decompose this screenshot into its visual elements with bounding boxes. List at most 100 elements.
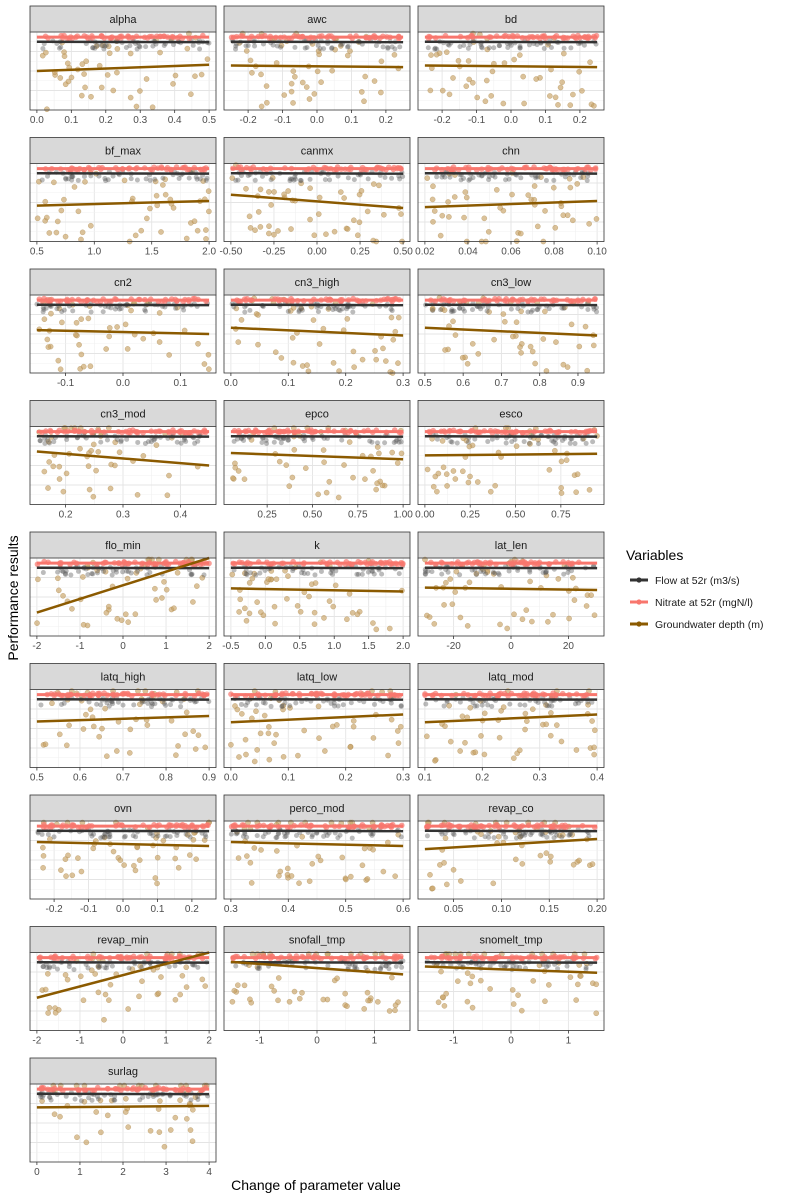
groundwater-point (254, 747, 261, 753)
groundwater-point (57, 366, 64, 373)
flow-point (121, 834, 127, 840)
flow-point (333, 306, 339, 312)
groundwater-point (166, 472, 172, 479)
groundwater-point (548, 710, 554, 716)
groundwater-point (322, 748, 328, 754)
groundwater-point (278, 355, 285, 361)
groundwater-point (370, 735, 377, 741)
flow-point (307, 176, 313, 182)
flow-point (89, 1097, 95, 1103)
groundwater-point (341, 462, 347, 468)
groundwater-trend-line (230, 193, 404, 210)
groundwater-point (464, 998, 471, 1005)
groundwater-point (370, 846, 376, 853)
groundwater-point (571, 597, 578, 603)
flow-point (451, 832, 457, 838)
groundwater-point (358, 188, 365, 194)
groundwater-point (273, 848, 280, 854)
panel-strip (29, 926, 217, 953)
groundwater-point (591, 744, 597, 751)
groundwater-point (136, 993, 142, 1000)
flow-point (289, 176, 295, 182)
x-tick-label: 0.1 (173, 378, 187, 389)
groundwater-point (543, 572, 550, 579)
groundwater-point (93, 43, 100, 49)
panel-border (417, 426, 605, 505)
groundwater-point (102, 991, 109, 998)
groundwater-point (439, 994, 446, 1001)
flow-point (518, 834, 524, 840)
flow-point (568, 45, 574, 51)
panel-border (223, 820, 411, 900)
groundwater-point (320, 447, 327, 453)
groundwater-point (172, 855, 179, 862)
groundwater-point (296, 995, 303, 1002)
flow-point (148, 700, 154, 706)
flow-point (583, 966, 589, 972)
groundwater-point (493, 186, 500, 193)
panel-title: k (314, 540, 320, 552)
flow-point (298, 305, 304, 311)
groundwater-point (522, 726, 528, 733)
flow-point (388, 306, 394, 312)
flow-point (195, 1094, 201, 1100)
groundwater-point (307, 185, 313, 192)
groundwater-point (127, 50, 134, 57)
x-tick-label: 0.6 (456, 378, 470, 389)
x-tick-label: 0.50 (303, 510, 323, 521)
groundwater-point (511, 611, 517, 618)
flow-point (204, 175, 210, 181)
groundwater-point (431, 620, 438, 627)
flow-point (434, 174, 440, 180)
x-tick-label: 0.1 (281, 378, 295, 389)
x-tick-label: 0.2 (59, 510, 73, 521)
groundwater-point (122, 611, 129, 618)
groundwater-point (189, 1106, 196, 1113)
groundwater-point (361, 1006, 368, 1012)
flow-point (256, 965, 262, 971)
flow-point (400, 173, 406, 179)
flow-point (535, 699, 541, 705)
groundwater-point (242, 570, 248, 577)
groundwater-point (133, 103, 140, 110)
groundwater-point (397, 723, 404, 730)
groundwater-point (304, 362, 310, 369)
flow-point (131, 702, 137, 708)
groundwater-point (546, 93, 553, 99)
x-tick-label: -0.2 (45, 904, 63, 915)
groundwater-point (104, 72, 111, 78)
flow-point (486, 174, 492, 180)
groundwater-point (76, 341, 82, 348)
groundwater-point (344, 226, 351, 232)
flow-point (186, 175, 192, 181)
flow-point (287, 703, 293, 709)
groundwater-point (339, 854, 346, 861)
flow-point (310, 832, 316, 838)
flow-point (183, 831, 189, 837)
groundwater-point (555, 576, 562, 582)
panel-strip (223, 5, 411, 33)
groundwater-point (152, 178, 159, 185)
flow-point (330, 307, 336, 313)
flow-point (201, 572, 207, 578)
flow-point (492, 174, 498, 180)
flow-point (63, 175, 69, 181)
groundwater-point (529, 348, 536, 355)
groundwater-point (83, 58, 90, 65)
flow-point (188, 1097, 194, 1103)
groundwater-point (190, 599, 196, 605)
groundwater-point (88, 93, 94, 100)
groundwater-point (276, 458, 283, 465)
flow-point (445, 41, 451, 47)
flow-point (85, 572, 91, 578)
flow-point (296, 307, 302, 313)
panel-strip (417, 663, 605, 690)
groundwater-point (560, 361, 567, 368)
groundwater-point (295, 752, 301, 759)
flow-point (365, 176, 371, 182)
groundwater-point (491, 336, 497, 343)
groundwater-point (265, 576, 272, 582)
